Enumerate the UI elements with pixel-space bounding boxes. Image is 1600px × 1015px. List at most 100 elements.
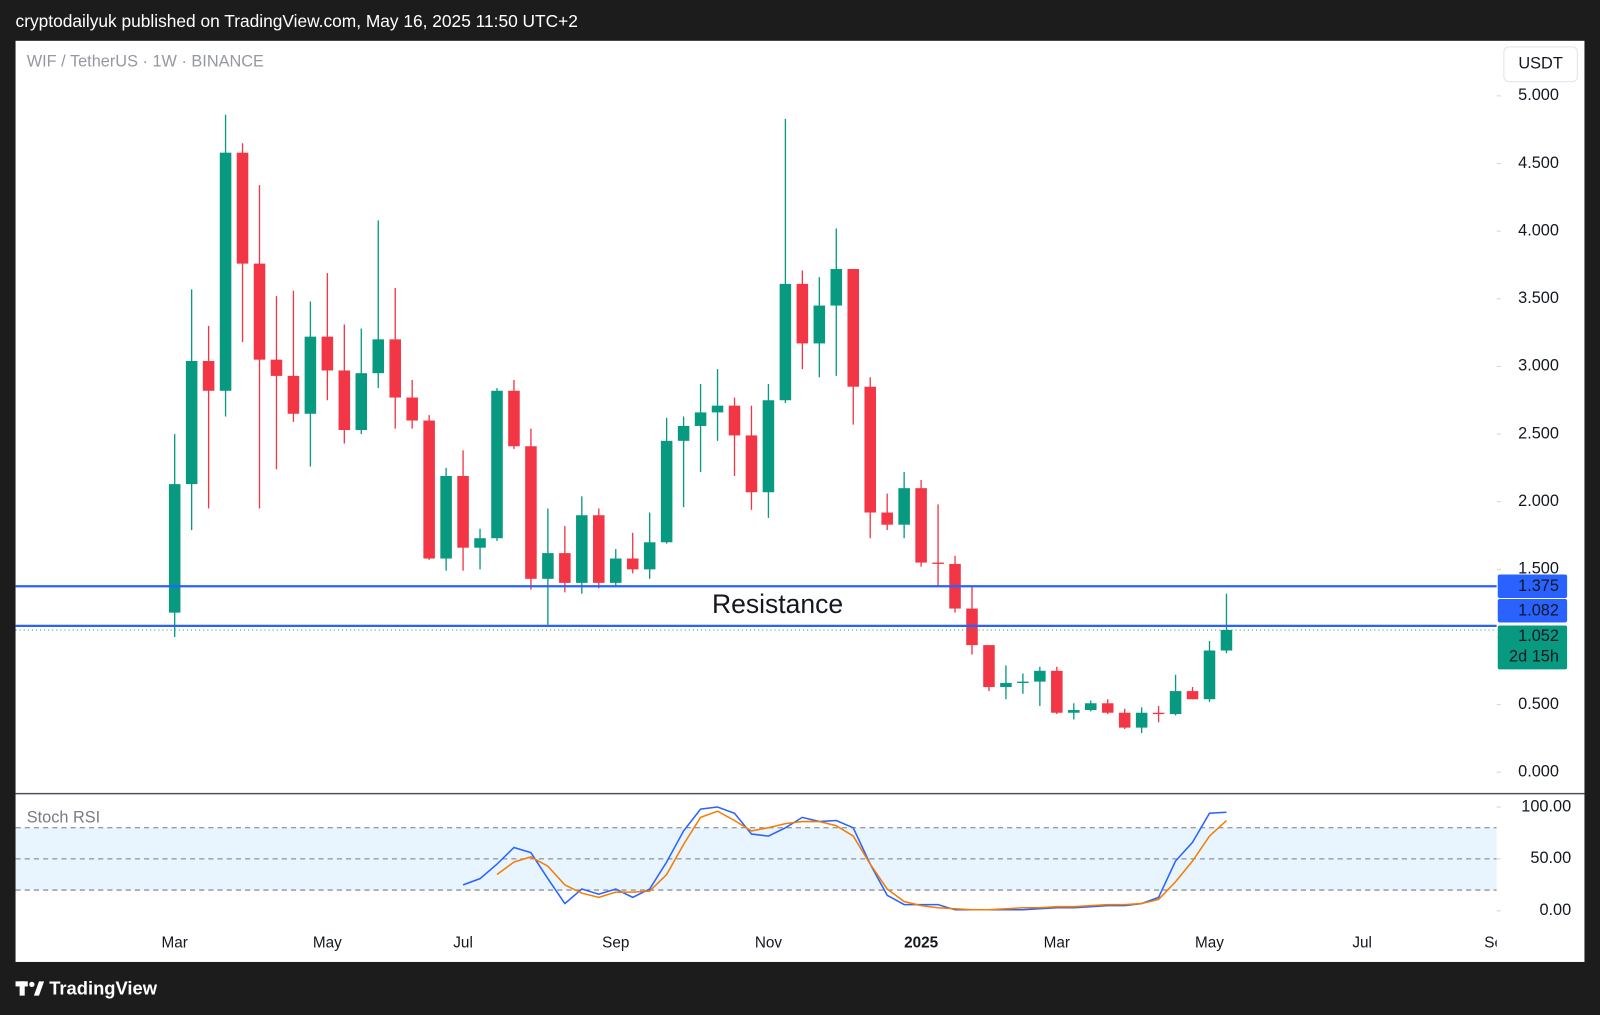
candle-body — [1220, 629, 1233, 651]
brand-logo — [15, 981, 45, 996]
indicator-line — [462, 806, 1227, 911]
price-label: 1.082 — [1518, 602, 1559, 620]
candle-body — [185, 361, 198, 485]
price-label-box — [1497, 574, 1568, 598]
candle-body — [847, 269, 860, 387]
symbol-title: WIF / TetherUS · 1W · BINANCE — [27, 53, 264, 71]
candle-body — [508, 390, 520, 447]
candle-body — [1169, 691, 1182, 715]
candle-body — [576, 515, 588, 583]
chart-panel — [15, 40, 1585, 962]
y-tick-label: 2.500 — [1518, 424, 1559, 442]
price-label: 1.375 — [1518, 577, 1559, 595]
candle-body — [440, 476, 452, 559]
candle-body — [1101, 703, 1114, 713]
candle-body — [219, 152, 232, 391]
candle-body — [168, 484, 181, 613]
countdown-label: 2d 15h — [1509, 647, 1559, 665]
candle-body — [236, 152, 249, 264]
y-tick-label: 0.000 — [1518, 763, 1559, 781]
candle-body — [1000, 682, 1012, 688]
candle-body — [1051, 670, 1063, 713]
candle-body — [304, 336, 317, 414]
candle-body — [542, 553, 554, 579]
candle-body — [779, 283, 792, 401]
y-tick-label: 5.000 — [1518, 86, 1559, 104]
candle-body — [1135, 712, 1148, 728]
candle-body — [898, 488, 910, 525]
candle-body — [525, 446, 537, 579]
candle-body — [321, 336, 334, 371]
y-tick-label: 0.500 — [1518, 695, 1559, 713]
candle-body — [881, 512, 893, 525]
y-tick-label: 4.500 — [1518, 154, 1559, 172]
candle-body — [796, 283, 809, 344]
candle-body — [338, 370, 351, 431]
candle-body — [270, 359, 283, 376]
y-tick-label: 50.00 — [1530, 849, 1571, 867]
candle-body — [932, 562, 944, 564]
last-price-label: 1.052 — [1518, 627, 1559, 645]
price-label-box — [1497, 599, 1568, 623]
candle-body — [593, 515, 605, 583]
candle-body — [1017, 681, 1029, 683]
candle-body — [660, 440, 673, 543]
candle-body — [355, 373, 368, 431]
y-tick-label: 3.500 — [1518, 289, 1559, 307]
y-tick-label: 0.00 — [1539, 901, 1571, 919]
candle-body — [694, 412, 707, 426]
annotation: Resistance — [712, 589, 843, 619]
y-tick-label: 1.500 — [1518, 560, 1559, 578]
candle-body — [423, 420, 435, 559]
y-tick-label: 2.000 — [1518, 492, 1559, 510]
candle-body — [1186, 691, 1199, 700]
brand-name: TradingView — [49, 977, 158, 998]
candle-body — [406, 397, 418, 421]
candle-body — [745, 435, 758, 493]
candle-body — [762, 400, 775, 493]
candle-body — [372, 339, 385, 374]
candle-body — [830, 269, 843, 306]
y-tick-label: 4.000 — [1518, 221, 1559, 239]
candle-body — [1084, 703, 1097, 711]
candle-body — [389, 339, 401, 398]
candle-body — [677, 425, 690, 441]
candle-body — [474, 538, 486, 548]
x-tick-label: Sep — [602, 935, 629, 952]
x-tick-label: Nov — [755, 935, 783, 952]
x-tick-label: May — [313, 935, 342, 952]
candle-body — [1068, 710, 1080, 713]
candle-body — [626, 558, 639, 570]
candle-body — [983, 645, 995, 688]
axes: 0.0000.5001.0001.5002.0002.5003.0003.500… — [161, 86, 1571, 951]
x-tick-label: Mar — [161, 935, 187, 952]
candle-body — [1203, 650, 1216, 700]
currency-label[interactable]: USDT — [1518, 55, 1562, 73]
candle-body — [643, 542, 656, 570]
candle-body — [287, 375, 300, 414]
candle-body — [457, 476, 469, 548]
x-tick-label: Jul — [1352, 935, 1372, 952]
publish-info: cryptodailyuk published on TradingView.c… — [16, 11, 578, 31]
y-tick-label: 3.000 — [1518, 357, 1559, 375]
x-tick-label: Sep — [1484, 935, 1511, 952]
currency-box[interactable] — [1503, 46, 1578, 83]
last-price-box — [1497, 625, 1568, 670]
x-tick-label: 2025 — [904, 935, 939, 952]
candle-body — [728, 405, 741, 436]
candle-body — [1152, 712, 1165, 715]
y-tick-label: 100.00 — [1521, 797, 1571, 815]
x-tick-label: Mar — [1044, 935, 1070, 952]
indicator-line — [496, 810, 1227, 911]
indicator-title: Stoch RSI — [27, 808, 100, 826]
candle-body — [1118, 712, 1131, 728]
candle-body — [253, 263, 266, 360]
candle-body — [202, 361, 215, 391]
candle-body — [915, 488, 927, 563]
candle-body — [1034, 670, 1046, 682]
x-tick-label: May — [1195, 935, 1224, 952]
candle-body — [711, 405, 724, 413]
x-tick-label: Jul — [453, 935, 473, 952]
